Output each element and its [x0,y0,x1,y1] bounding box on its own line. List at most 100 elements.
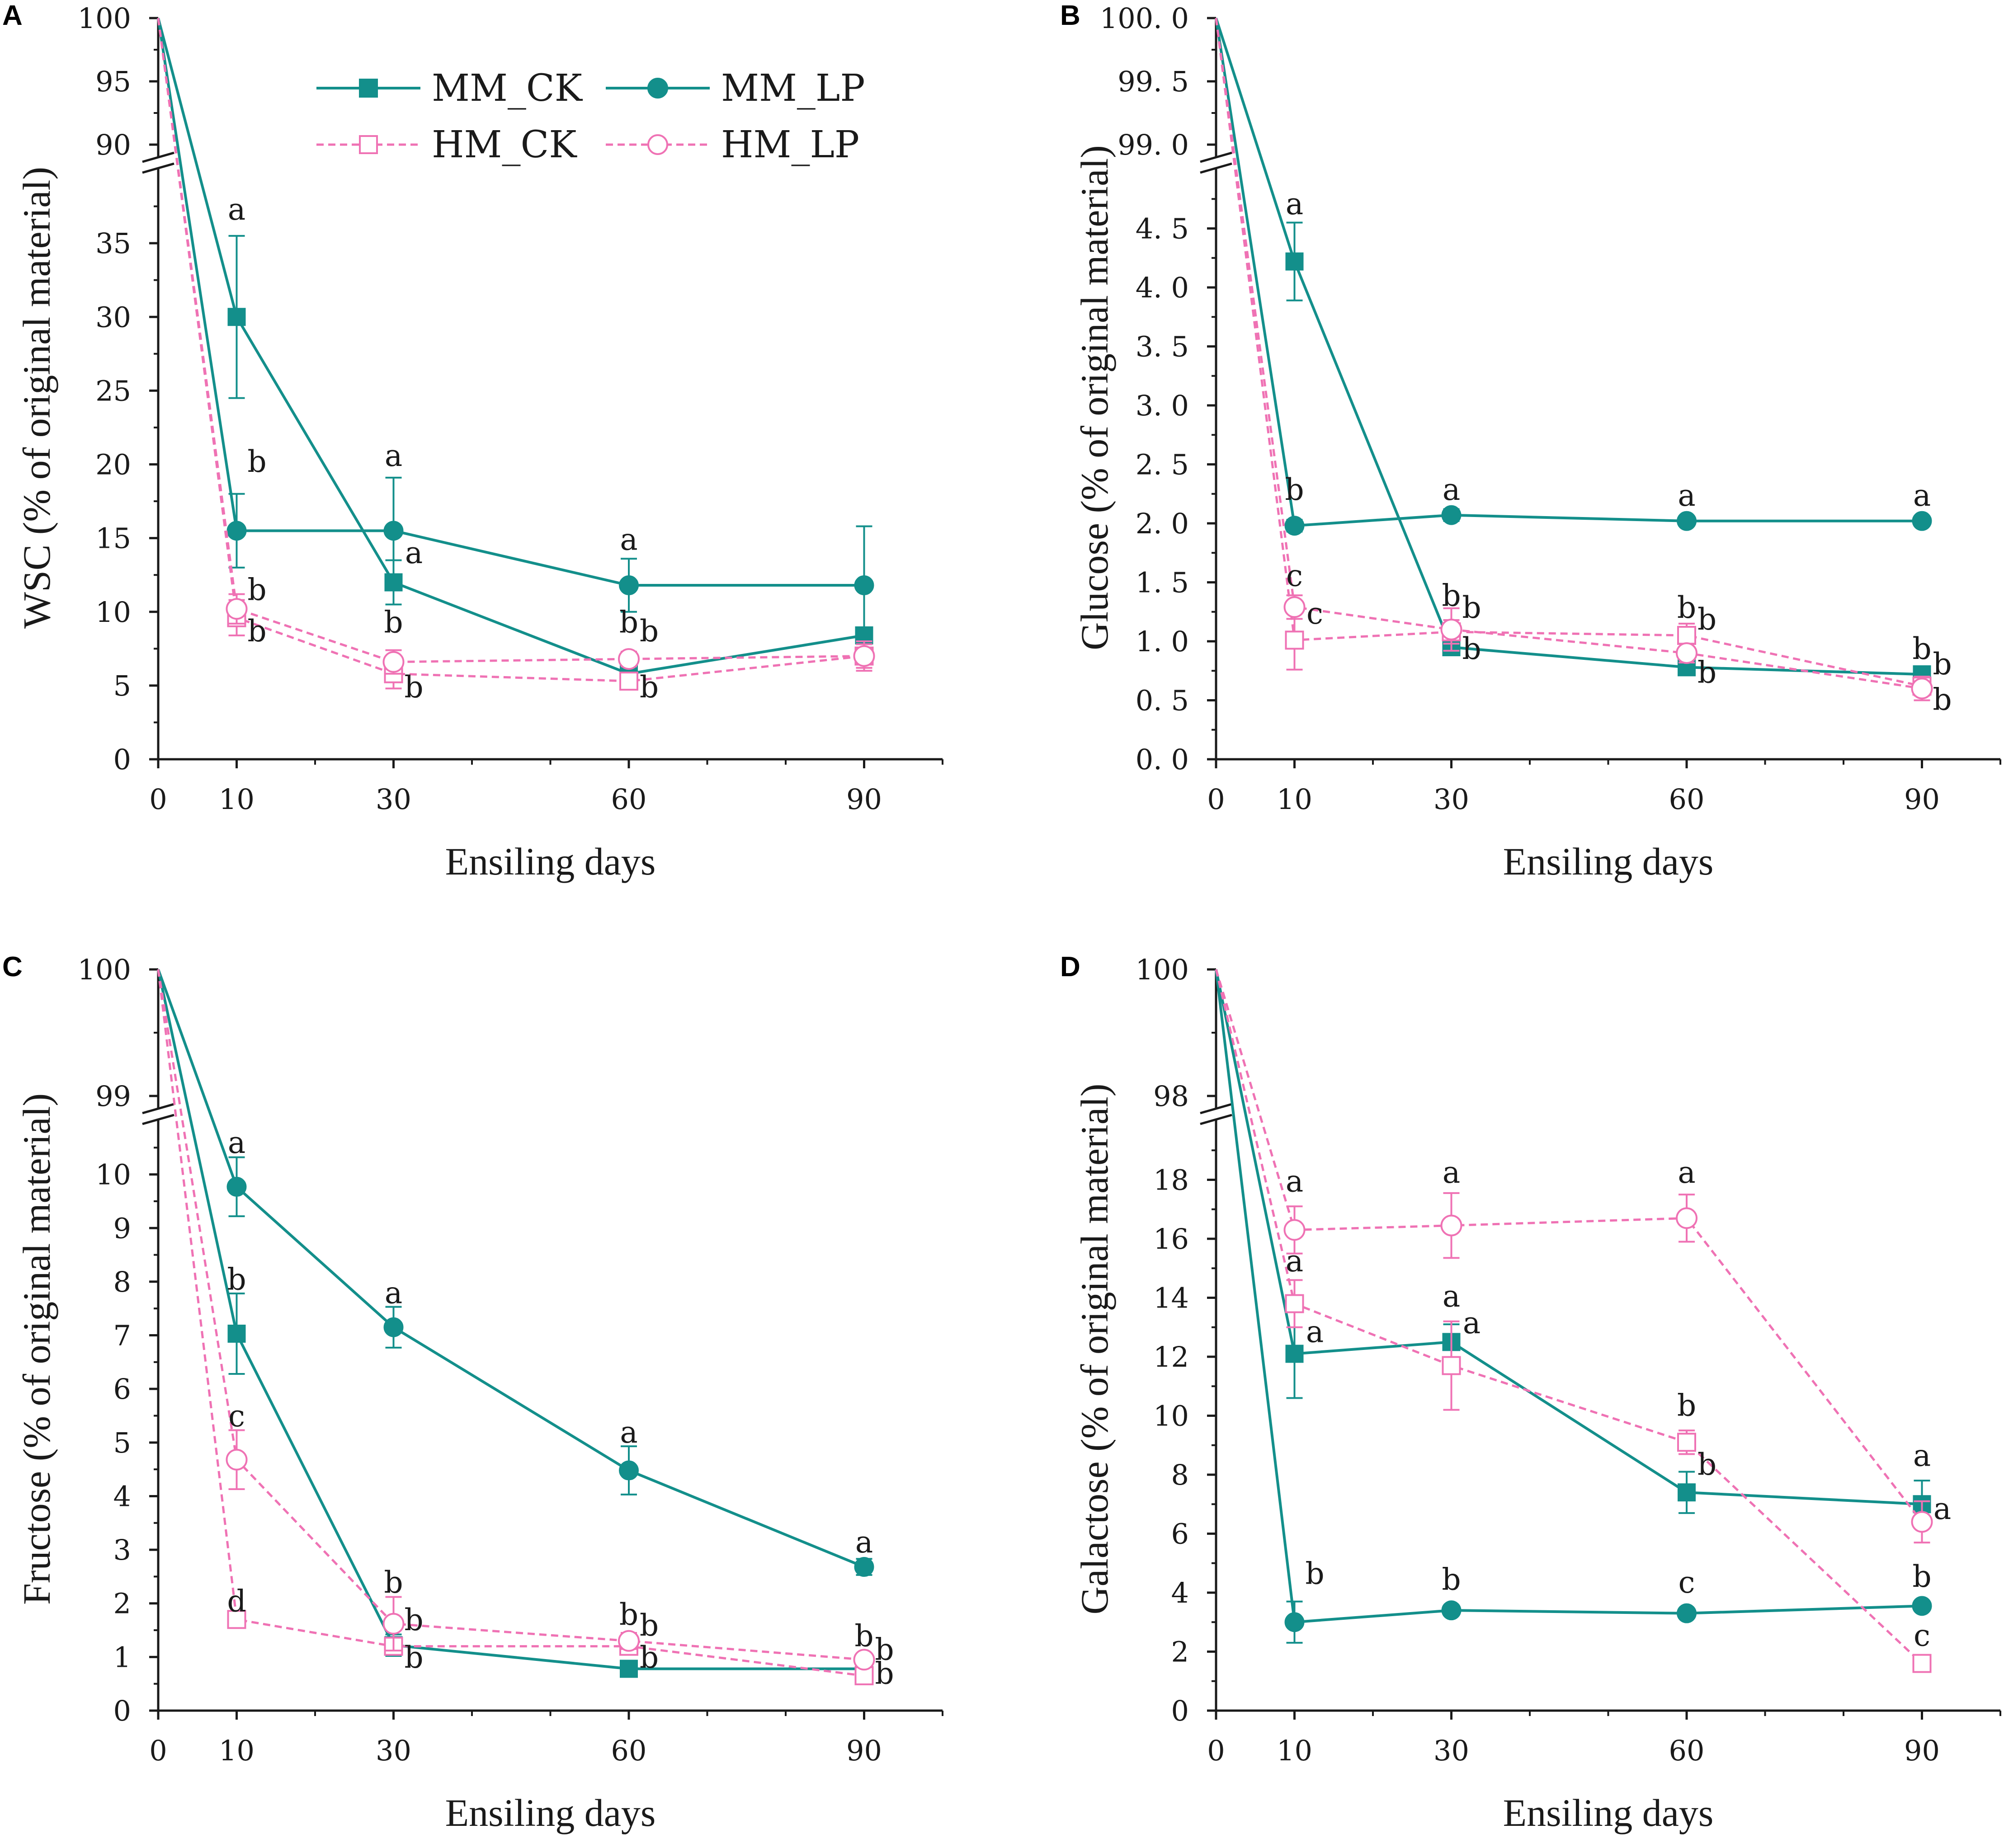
y-axis-title: WSC (% of original material) [15,167,58,629]
significance-letter: b [1442,578,1461,613]
data-point [854,575,874,596]
significance-letter: a [1443,1155,1460,1190]
y-tick-label: 4 [113,1480,131,1513]
data-point [227,308,246,326]
y-tick-label: 1. 0 [1136,625,1189,658]
x-tick-label: 30 [1433,783,1469,816]
data-point [618,1630,640,1652]
y-axis-title: Fructose (% of original material) [15,1093,58,1605]
significance-letter: a [1306,1314,1324,1349]
x-tick-label: 10 [1277,783,1312,816]
significance-letter: a [385,1275,402,1310]
y-tick-label: 100 [1136,953,1189,986]
x-tick-label: 90 [846,1734,882,1767]
data-point [1677,511,1697,531]
legend-marker [647,134,668,155]
significance-letter: a [1286,1164,1303,1199]
data-point [383,521,404,541]
y-tick-label: 4. 0 [1136,271,1189,304]
x-tick-label: 10 [219,783,255,816]
y-tick-label: 1 [113,1641,131,1674]
data-point [1911,677,1933,700]
series-mm-lp [157,18,874,645]
y-tick-label: 20 [95,448,131,481]
data-point [1285,630,1304,650]
data-point [1441,1600,1462,1621]
data-point [226,1176,247,1197]
series-mm-lp [1215,969,1932,1644]
y-tick-label: 100. 0 [1100,2,1189,35]
significance-letter: b [1442,1562,1461,1597]
legend-label: HM_LP [721,123,859,166]
data-point [1911,1511,1933,1533]
significance-letter: a [1443,1279,1460,1314]
panel-label: A [2,0,23,31]
axis-break-mark [1200,1114,1232,1125]
data-point [1285,1345,1304,1363]
y-tick-label: 1. 5 [1136,566,1189,599]
data-point [227,1610,246,1629]
data-point [854,1557,874,1577]
significance-letter: b [1698,655,1716,690]
significance-letter: a [1933,1491,1951,1526]
x-tick-label: 60 [611,783,647,816]
significance-letter: a [228,192,245,227]
significance-letter: b [404,670,423,705]
x-tick-label: 90 [1904,783,1940,816]
series-hm-lp [157,969,875,1671]
data-point [853,645,875,667]
series-mm-lp [157,969,874,1577]
significance-letter: b [1698,1447,1716,1482]
significance-letter: b [875,1656,894,1691]
legend-item: HM_CK [316,123,577,166]
legend-item: HM_LP [606,123,859,166]
legend-marker [359,79,378,98]
significance-letter: b [1912,631,1931,666]
significance-letter: a [1286,1244,1303,1279]
y-tick-label: 0. 0 [1136,743,1189,776]
significance-letter: b [854,1619,873,1654]
significance-letter: b [1285,472,1304,507]
significance-letter: a [385,438,402,473]
significance-letter: b [1698,602,1716,637]
data-point [1912,511,1932,531]
data-point [1440,1214,1462,1237]
data-point [382,1613,405,1635]
panel-label: C [2,951,23,983]
y-axis-title: Glucose (% of original material) [1073,145,1116,650]
y-tick-label: 0 [113,743,131,776]
y-tick-label: 12 [1153,1340,1189,1373]
y-tick-label: 95 [95,65,131,98]
significance-letter: a [228,1125,245,1160]
significance-letter: b [640,1608,659,1643]
y-tick-label: 4. 5 [1136,212,1189,245]
significance-letter: a [1678,1155,1695,1190]
legend: MM_CK MM_LP HM_CK HM_LP [316,67,865,166]
significance-letter: c [1914,1618,1930,1653]
significance-letter: d [227,1584,246,1619]
y-tick-label: 18 [1153,1164,1189,1197]
y-tick-label: 6 [113,1373,131,1406]
significance-letter: b [1912,1559,1931,1594]
y-tick-label: 99. 0 [1118,128,1189,161]
chart-panel-D: D 98 100 0 2 4 6 8 10 12 14 16 18 0 10 30 60 90 Ensiling d… [1060,951,2001,1834]
x-tick-label: 10 [219,1734,255,1767]
significance-letter: a [620,1415,637,1450]
significance-letter: b [1933,682,1952,717]
x-tick-label: 60 [611,1734,647,1767]
significance-letter: c [1286,558,1303,593]
series-mm-lp [1215,18,1932,536]
significance-letter: a [1286,187,1303,221]
axis-break-mark [142,1103,174,1114]
y-tick-label: 2. 0 [1136,507,1189,540]
axis-break-mark [142,151,174,163]
y-tick-label: 15 [95,522,131,555]
x-tick-label: 90 [846,783,882,816]
significance-letter: b [1933,647,1952,682]
